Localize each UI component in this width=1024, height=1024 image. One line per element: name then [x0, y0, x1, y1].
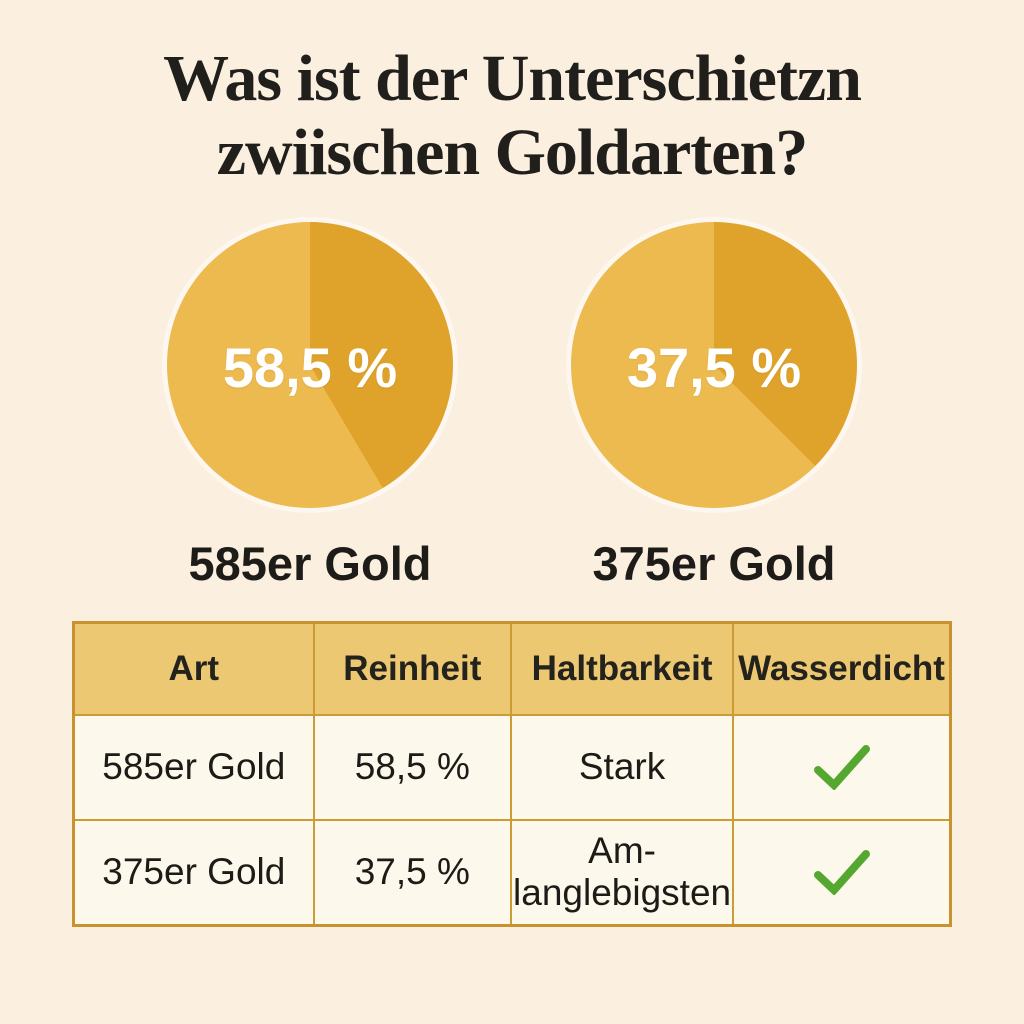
check-icon: [735, 744, 948, 791]
header-reinheit: Reinheit: [312, 621, 513, 716]
cell-wasserdicht: [732, 713, 952, 821]
check-icon: [735, 849, 948, 896]
pie-caption-585: 585er Gold: [188, 536, 432, 590]
header-art: Art: [72, 621, 315, 716]
cell-art: 585er Gold: [72, 713, 315, 821]
cell-haltbarkeit: Am- langlebigsten: [510, 818, 735, 927]
cell-wasserdicht: [732, 818, 952, 927]
pie-chart: 58,5 %: [167, 221, 453, 508]
cell-haltbarkeit: Stark: [510, 713, 735, 821]
page-title-line1: Was ist der Unterschietzn: [163, 42, 862, 115]
cell-reinheit: 58,5 %: [312, 713, 513, 821]
pie-column-375: 37,5 % 375er Gold: [571, 221, 857, 591]
cell-art: 375er Gold: [72, 818, 315, 927]
table-row: 585er Gold 58,5 % Stark: [72, 713, 952, 821]
pie-column-585: 58,5 % 585er Gold: [167, 221, 453, 591]
pie-center-value: 58,5 %: [222, 335, 398, 399]
comparison-table: Art Reinheit Haltbarkeit Wasserdicht 585…: [72, 620, 952, 927]
table-row: 375er Gold 37,5 % Am- langlebigsten: [72, 818, 952, 927]
page-title-line2: zwiischen Goldarten?: [216, 115, 808, 189]
table-header-row: Art Reinheit Haltbarkeit Wasserdicht: [72, 621, 952, 716]
page-title: Was ist der Unterschietzn zwiischen Gold…: [0, 0, 1024, 190]
pie-caption-375: 375er Gold: [592, 536, 836, 590]
pie-center-value: 37,5 %: [626, 335, 802, 399]
pie-charts-row: 58,5 % 585er Gold 37,5 % 375er Gold: [0, 221, 1024, 591]
cell-reinheit: 37,5 %: [312, 818, 513, 927]
header-wasserdicht: Wasserdicht: [732, 621, 952, 716]
pie-chart: 37,5 %: [571, 221, 857, 508]
header-haltbarkeit: Haltbarkeit: [510, 621, 735, 716]
